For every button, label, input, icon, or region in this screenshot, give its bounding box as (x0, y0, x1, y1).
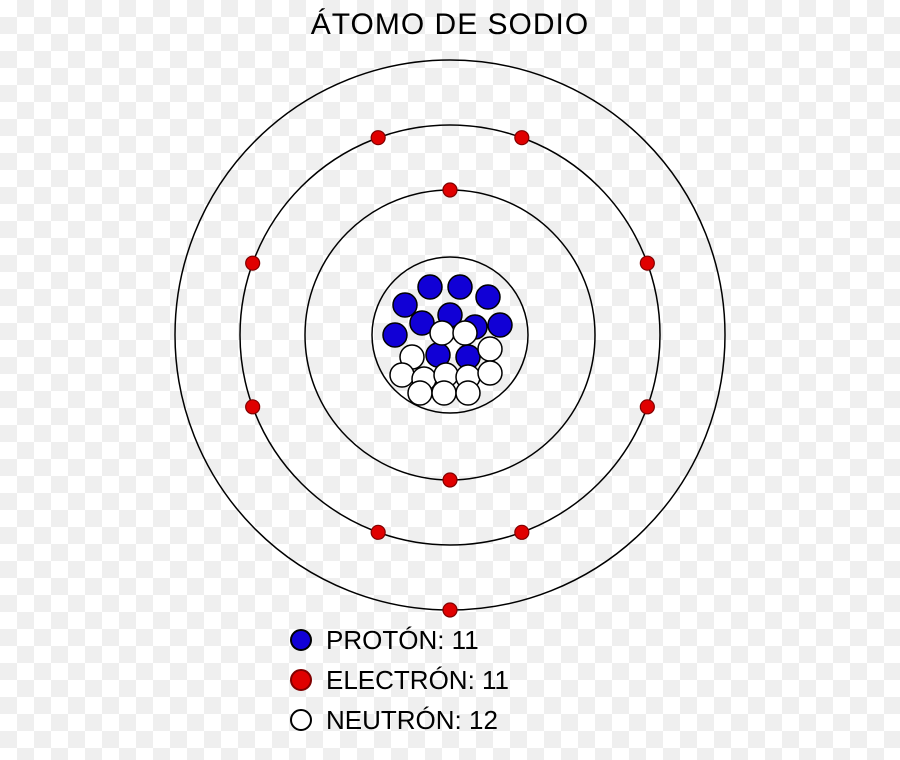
proton-particle (448, 275, 472, 299)
legend-row: ELECTRÓN: 11 (290, 660, 509, 700)
electron (246, 400, 260, 414)
electron (515, 525, 529, 539)
legend-swatch-icon (290, 669, 312, 691)
electron (640, 400, 654, 414)
legend-swatch-icon (290, 709, 312, 731)
neutron-particle (478, 337, 502, 361)
neutron-particle (432, 381, 456, 405)
proton-particle (393, 293, 417, 317)
neutron-particle (390, 363, 414, 387)
legend-label: NEUTRÓN: 12 (326, 705, 498, 736)
legend-row: PROTÓN: 11 (290, 620, 509, 660)
electron (443, 603, 457, 617)
legend: PROTÓN: 11 ELECTRÓN: 11 NEUTRÓN: 12 (290, 620, 509, 740)
neutron-particle (430, 321, 454, 345)
electron (443, 183, 457, 197)
legend-row: NEUTRÓN: 12 (290, 700, 509, 740)
proton-particle (418, 275, 442, 299)
proton-particle (383, 323, 407, 347)
electron (443, 473, 457, 487)
electron (640, 256, 654, 270)
neutron-particle (456, 381, 480, 405)
legend-label: PROTÓN: 11 (326, 625, 479, 656)
neutron-particle (408, 381, 432, 405)
neutron-particle (453, 321, 477, 345)
proton-particle (476, 285, 500, 309)
neutron-particle (478, 361, 502, 385)
proton-particle (488, 313, 512, 337)
legend-swatch-icon (290, 629, 312, 651)
legend-label: ELECTRÓN: 11 (326, 665, 509, 696)
atom-diagram (0, 0, 900, 620)
electron (371, 131, 385, 145)
electron (515, 131, 529, 145)
electron (371, 525, 385, 539)
electron (246, 256, 260, 270)
